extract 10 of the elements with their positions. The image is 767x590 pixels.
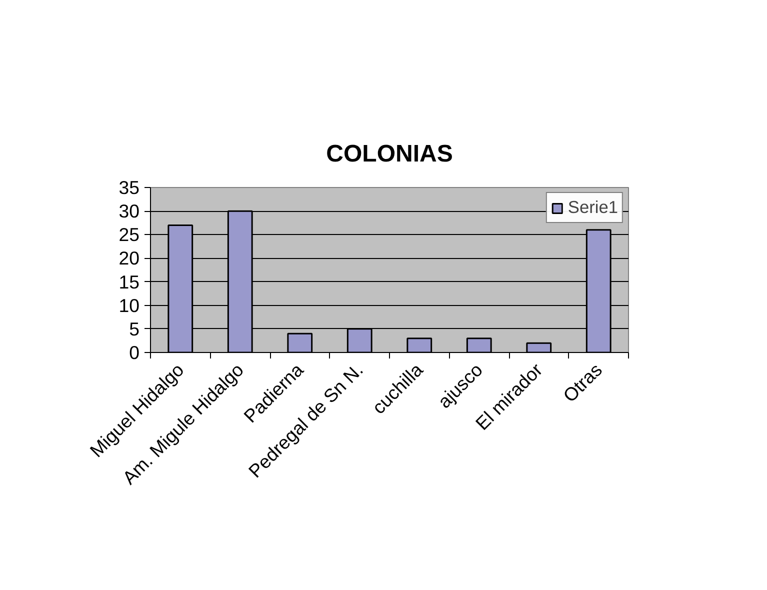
y-tick-label: 25 [118,224,140,246]
y-tick-label: 20 [118,248,140,269]
y-tick-label: 35 [118,177,140,198]
legend-label: Serie1 [568,197,618,218]
y-tick-label: 15 [118,271,140,292]
y-tick-label: 30 [118,200,140,222]
y-tick-label: 10 [118,294,140,316]
y-tick-label: 5 [129,318,140,340]
chart-title: COLONIAS [326,140,453,168]
y-tick-label: 0 [129,342,140,363]
